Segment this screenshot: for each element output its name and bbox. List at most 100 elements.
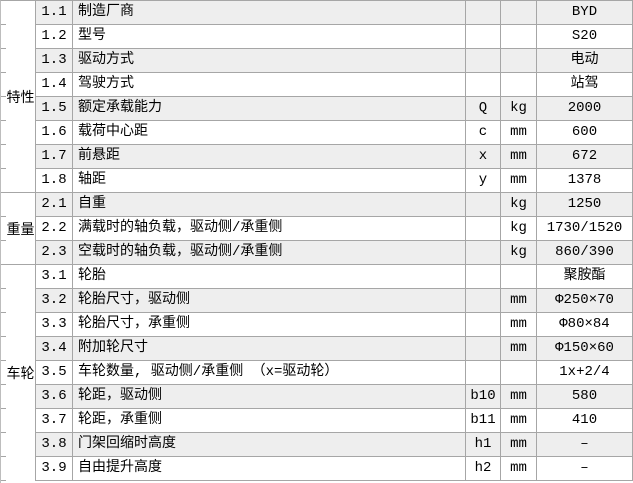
description-cell: 额定承载能力 xyxy=(72,97,465,120)
row-number-cell: 3.9 xyxy=(35,457,72,480)
symbol-cell: Q xyxy=(465,97,500,120)
symbol-cell xyxy=(465,361,500,384)
value-cell: 电动 xyxy=(536,49,633,72)
row-number-cell: 1.5 xyxy=(35,97,72,120)
category-cell-characteristics: 特性 xyxy=(6,1,36,193)
value-cell: – xyxy=(536,433,633,456)
table-row: 3.9 自由提升高度 h2 mm – xyxy=(1,457,633,481)
table-row: 1.5 额定承载能力 Q kg 2000 xyxy=(1,97,633,121)
value-cell: 600 xyxy=(536,121,633,144)
value-cell: 1378 xyxy=(536,169,633,192)
row-number-cell: 1.7 xyxy=(35,145,72,168)
row-number-cell: 1.1 xyxy=(35,1,72,24)
table-row: 1.6 载荷中心距 c mm 600 xyxy=(1,121,633,145)
unit-cell xyxy=(500,49,536,72)
table-row: 2.1 自重 kg 1250 xyxy=(1,193,633,217)
unit-cell: mm xyxy=(500,169,536,192)
table-row: 2.2 满载时的轴负载，驱动侧/承重侧 kg 1730/1520 xyxy=(1,217,633,241)
unit-cell: mm xyxy=(500,337,536,360)
table-row: 3.8 门架回缩时高度 h1 mm – xyxy=(1,433,633,457)
symbol-cell xyxy=(465,25,500,48)
value-cell: S20 xyxy=(536,25,633,48)
row-number-cell: 1.4 xyxy=(35,73,72,96)
table-row: 3.3 轮胎尺寸，承重侧 mm Φ80×84 xyxy=(1,313,633,337)
unit-cell: mm xyxy=(500,409,536,432)
row-number-cell: 1.8 xyxy=(35,169,72,192)
category-column: 特性 重量 车轮 xyxy=(6,1,36,481)
description-cell: 轮胎尺寸，驱动侧 xyxy=(72,289,465,312)
table-row: 1.8 轴距 y mm 1378 xyxy=(1,169,633,193)
row-number-cell: 2.1 xyxy=(35,193,72,216)
unit-cell: kg xyxy=(500,193,536,216)
description-cell: 轮胎 xyxy=(72,265,465,288)
description-cell: 轴距 xyxy=(72,169,465,192)
description-cell: 载荷中心距 xyxy=(72,121,465,144)
row-number-cell: 2.3 xyxy=(35,241,72,264)
symbol-cell: h1 xyxy=(465,433,500,456)
symbol-cell xyxy=(465,241,500,264)
row-number-cell: 3.7 xyxy=(35,409,72,432)
description-cell: 轮胎尺寸，承重侧 xyxy=(72,313,465,336)
symbol-cell: b11 xyxy=(465,409,500,432)
value-cell: Φ150×60 xyxy=(536,337,633,360)
value-cell: Φ250×70 xyxy=(536,289,633,312)
value-cell: 580 xyxy=(536,385,633,408)
unit-cell: kg xyxy=(500,241,536,264)
symbol-cell xyxy=(465,193,500,216)
description-cell: 满载时的轴负载，驱动侧/承重侧 xyxy=(72,217,465,240)
row-number-cell: 3.5 xyxy=(35,361,72,384)
category-cell-wheels: 车轮 xyxy=(6,265,36,481)
table-row: 3.4 附加轮尺寸 mm Φ150×60 xyxy=(1,337,633,361)
description-cell: 自重 xyxy=(72,193,465,216)
description-cell: 制造厂商 xyxy=(72,1,465,24)
unit-cell xyxy=(500,1,536,24)
description-cell: 驱动方式 xyxy=(72,49,465,72)
value-cell: 1730/1520 xyxy=(536,217,633,240)
unit-cell: kg xyxy=(500,97,536,120)
description-cell: 轮距，驱动侧 xyxy=(72,385,465,408)
description-cell: 前悬距 xyxy=(72,145,465,168)
table-row: 3.6 轮距，驱动侧 b10 mm 580 xyxy=(1,385,633,409)
table-row: 1.7 前悬距 x mm 672 xyxy=(1,145,633,169)
unit-cell xyxy=(500,73,536,96)
description-cell: 型号 xyxy=(72,25,465,48)
table-row: 1.3 驱动方式 电动 xyxy=(1,49,633,73)
symbol-cell xyxy=(465,217,500,240)
table-row: 1.1 制造厂商 BYD xyxy=(1,1,633,25)
table-row: 1.4 驾驶方式 站驾 xyxy=(1,73,633,97)
table-row: 3.2 轮胎尺寸，驱动侧 mm Φ250×70 xyxy=(1,289,633,313)
description-cell: 车轮数量, 驱动侧/承重侧 （x=驱动轮） xyxy=(72,361,465,384)
row-number-cell: 1.6 xyxy=(35,121,72,144)
value-cell: 860/390 xyxy=(536,241,633,264)
symbol-cell xyxy=(465,313,500,336)
unit-cell xyxy=(500,25,536,48)
symbol-cell: c xyxy=(465,121,500,144)
description-cell: 轮距，承重侧 xyxy=(72,409,465,432)
value-cell: 1x+2/4 xyxy=(536,361,633,384)
table-row: 3.1 轮胎 聚胺酯 xyxy=(1,265,633,289)
unit-cell: mm xyxy=(500,457,536,480)
row-number-cell: 3.6 xyxy=(35,385,72,408)
row-number-cell: 3.3 xyxy=(35,313,72,336)
symbol-cell: b10 xyxy=(465,385,500,408)
unit-cell xyxy=(500,361,536,384)
row-number-cell: 1.2 xyxy=(35,25,72,48)
value-cell: 410 xyxy=(536,409,633,432)
category-cell-weight: 重量 xyxy=(6,193,36,265)
row-number-cell: 3.8 xyxy=(35,433,72,456)
table-row: 3.7 轮距，承重侧 b11 mm 410 xyxy=(1,409,633,433)
unit-cell: mm xyxy=(500,433,536,456)
value-cell: 2000 xyxy=(536,97,633,120)
symbol-cell: y xyxy=(465,169,500,192)
symbol-cell xyxy=(465,73,500,96)
description-cell: 驾驶方式 xyxy=(72,73,465,96)
table-row: 2.3 空载时的轴负载，驱动侧/承重侧 kg 860/390 xyxy=(1,241,633,265)
symbol-cell: h2 xyxy=(465,457,500,480)
value-cell: Φ80×84 xyxy=(536,313,633,336)
value-cell: 672 xyxy=(536,145,633,168)
row-number-cell: 2.2 xyxy=(35,217,72,240)
unit-cell: mm xyxy=(500,121,536,144)
row-number-cell: 3.1 xyxy=(35,265,72,288)
